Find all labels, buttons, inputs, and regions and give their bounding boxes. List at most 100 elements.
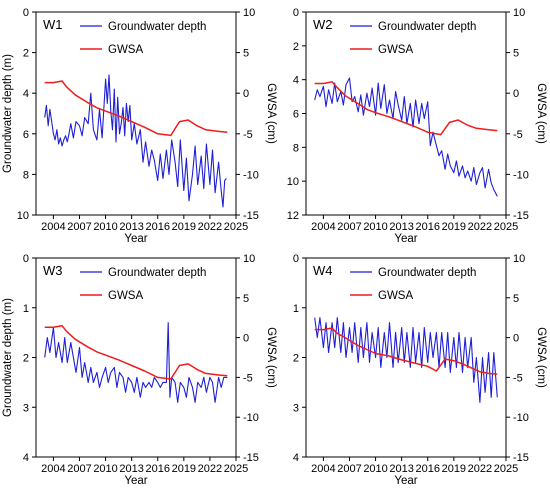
panel-label: W3: [43, 263, 63, 278]
y-right-tick-label: 10: [243, 253, 255, 265]
y-right-tick-label: -5: [243, 372, 253, 384]
y-left-tick-label: 0: [23, 7, 29, 19]
chart-panel-w4: 2004 2007 2010 2013 2016 2019 2022 2025 0 1 2 3 4 10 5…: [293, 253, 547, 487]
y-right-tick-label: 5: [513, 48, 519, 60]
y-left-tick-label: 2: [293, 353, 299, 365]
y-left-tick-label: 4: [23, 88, 29, 100]
y-right-tick-label: 5: [243, 293, 249, 305]
x-tick-label: 2025: [224, 221, 248, 233]
x-axis-label: Year: [124, 475, 147, 487]
y-left-tick-label: 0: [293, 7, 299, 19]
chart-panel-w3: 2004 2007 2010 2013 2016 2019 2022 2025 0 1 2 3 4 10 5…: [2, 253, 277, 487]
y-left-tick-label: 8: [23, 169, 29, 181]
series-line-gwsa: [44, 80, 228, 137]
y-left-tick-label: 2: [293, 41, 299, 53]
x-tick-label: 2004: [311, 221, 335, 233]
y-left-tick-label: 4: [293, 75, 299, 87]
plot-frame: [35, 11, 237, 216]
x-tick-label: 2007: [67, 463, 91, 475]
series-line-gwsa: [314, 81, 498, 136]
y-right-tick-label: -5: [513, 129, 523, 141]
y-right-tick-label: -15: [513, 210, 529, 222]
chart-panel-w2: 2004 2007 2010 2013 2016 2019 2022 2025 0 2 4 6 8 10 1…: [287, 7, 547, 245]
y-left-tick-label: 0: [23, 253, 29, 265]
legend-label-gwsa: GWSA: [378, 44, 413, 56]
y-right-tick-label: 10: [513, 253, 525, 265]
y-right-tick-label: -10: [513, 412, 529, 424]
x-tick-label: 2013: [389, 221, 413, 233]
x-tick-label: 2019: [172, 463, 196, 475]
y-left-tick-label: 2: [23, 48, 29, 60]
x-tick-label: 2013: [119, 221, 143, 233]
legend-label-groundwater: Groundwater depth: [108, 21, 206, 33]
x-tick-label: 2025: [494, 463, 518, 475]
x-axis-label: Year: [394, 475, 417, 487]
y-right-axis-label: GWSA (cm): [535, 327, 547, 388]
y-left-tick-label: 0: [293, 253, 299, 265]
x-tick-label: 2022: [468, 221, 492, 233]
series-line-groundwater-depth: [314, 317, 498, 403]
legend-label-gwsa: GWSA: [378, 290, 413, 302]
series-line-gwsa: [44, 324, 228, 380]
y-right-tick-label: 0: [513, 333, 519, 345]
chart-panel-w1: 2004 2007 2010 2013 2016 2019 2022 2025 0 2 4 6 8 10 1…: [2, 7, 277, 245]
y-right-tick-label: -15: [513, 452, 529, 464]
x-tick-label: 2016: [415, 463, 439, 475]
y-left-axis-label: Groundwater depth (m): [2, 54, 14, 173]
x-tick-label: 2004: [311, 463, 335, 475]
legend-label-groundwater: Groundwater depth: [378, 21, 476, 33]
x-tick-label: 2010: [93, 463, 117, 475]
x-tick-label: 2019: [172, 221, 196, 233]
y-right-tick-label: -10: [243, 412, 259, 424]
y-right-axis-label: GWSA (cm): [535, 83, 547, 144]
y-left-tick-label: 6: [293, 109, 299, 121]
x-tick-label: 2022: [198, 221, 222, 233]
x-tick-label: 2022: [198, 463, 222, 475]
x-tick-label: 2007: [337, 221, 361, 233]
x-tick-label: 2016: [415, 221, 439, 233]
y-left-tick-label: 10: [17, 210, 29, 222]
y-left-tick-label: 8: [293, 142, 299, 154]
series-line-groundwater-depth: [44, 74, 227, 208]
y-right-tick-label: -5: [513, 372, 523, 384]
y-right-tick-label: -15: [243, 452, 259, 464]
y-right-axis-label: GWSA (cm): [265, 83, 277, 144]
y-left-tick-label: 3: [293, 402, 299, 414]
x-tick-label: 2010: [363, 221, 387, 233]
y-left-tick-label: 1: [293, 303, 299, 315]
y-left-tick-label: 6: [23, 129, 29, 141]
x-tick-label: 2016: [145, 463, 169, 475]
x-tick-label: 2019: [442, 221, 466, 233]
legend-label-gwsa: GWSA: [108, 290, 143, 302]
y-right-tick-label: 0: [243, 88, 249, 100]
y-right-tick-label: 5: [513, 293, 519, 305]
x-tick-label: 2007: [337, 463, 361, 475]
legend-label-groundwater: Groundwater depth: [108, 267, 206, 279]
y-left-axis-label: Groundwater depth (m): [2, 298, 14, 417]
x-tick-label: 2019: [442, 463, 466, 475]
y-left-tick-label: 4: [23, 452, 29, 464]
x-tick-label: 2016: [145, 221, 169, 233]
y-left-tick-label: 1: [23, 303, 29, 315]
series-line-groundwater-depth: [44, 322, 228, 403]
x-axis-label: Year: [124, 233, 147, 245]
y-right-tick-label: 10: [243, 7, 255, 19]
x-tick-label: 2007: [67, 221, 91, 233]
panel-label: W2: [313, 17, 333, 32]
y-right-tick-label: -10: [243, 169, 259, 181]
y-right-tick-label: 5: [243, 48, 249, 60]
y-right-tick-label: 10: [513, 7, 525, 19]
legend-label-groundwater: Groundwater depth: [378, 267, 476, 279]
y-right-axis-label: GWSA (cm): [265, 327, 277, 388]
y-left-tick-label: 2: [23, 353, 29, 365]
series-line-gwsa: [314, 327, 498, 375]
x-tick-label: 2010: [363, 463, 387, 475]
x-tick-label: 2025: [494, 221, 518, 233]
x-tick-label: 2013: [389, 463, 413, 475]
y-left-tick-label: 10: [287, 176, 299, 188]
panel-label: W4: [313, 263, 333, 278]
x-tick-label: 2004: [41, 221, 65, 233]
plot-frame: [35, 257, 237, 458]
x-tick-label: 2022: [468, 463, 492, 475]
y-left-tick-label: 4: [293, 452, 299, 464]
